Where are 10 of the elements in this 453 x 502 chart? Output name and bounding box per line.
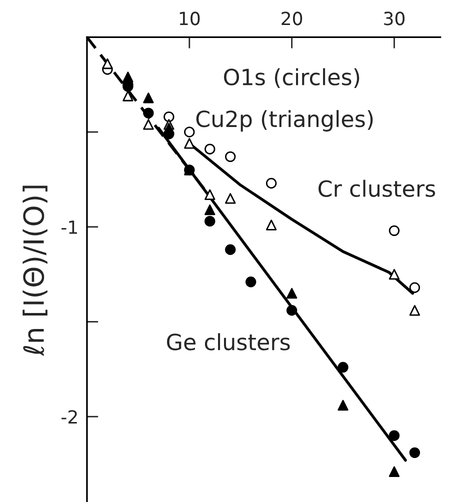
annotation: Ge clusters <box>167 333 290 350</box>
x-tick-label: 30 <box>384 12 405 26</box>
y-tick-label: -1 <box>62 220 77 234</box>
annotation: O1s (circles) <box>224 68 360 88</box>
annotation: Cu2p (triangles) <box>196 110 373 132</box>
annotation: Cr clusters <box>318 180 436 197</box>
y-axis-title: ℓn [I(Θ)/I(O)] <box>22 186 48 356</box>
x-tick-label: 10 <box>180 12 200 26</box>
y-tick-label: -2 <box>62 410 77 424</box>
x-tick-label: 20 <box>282 12 302 26</box>
